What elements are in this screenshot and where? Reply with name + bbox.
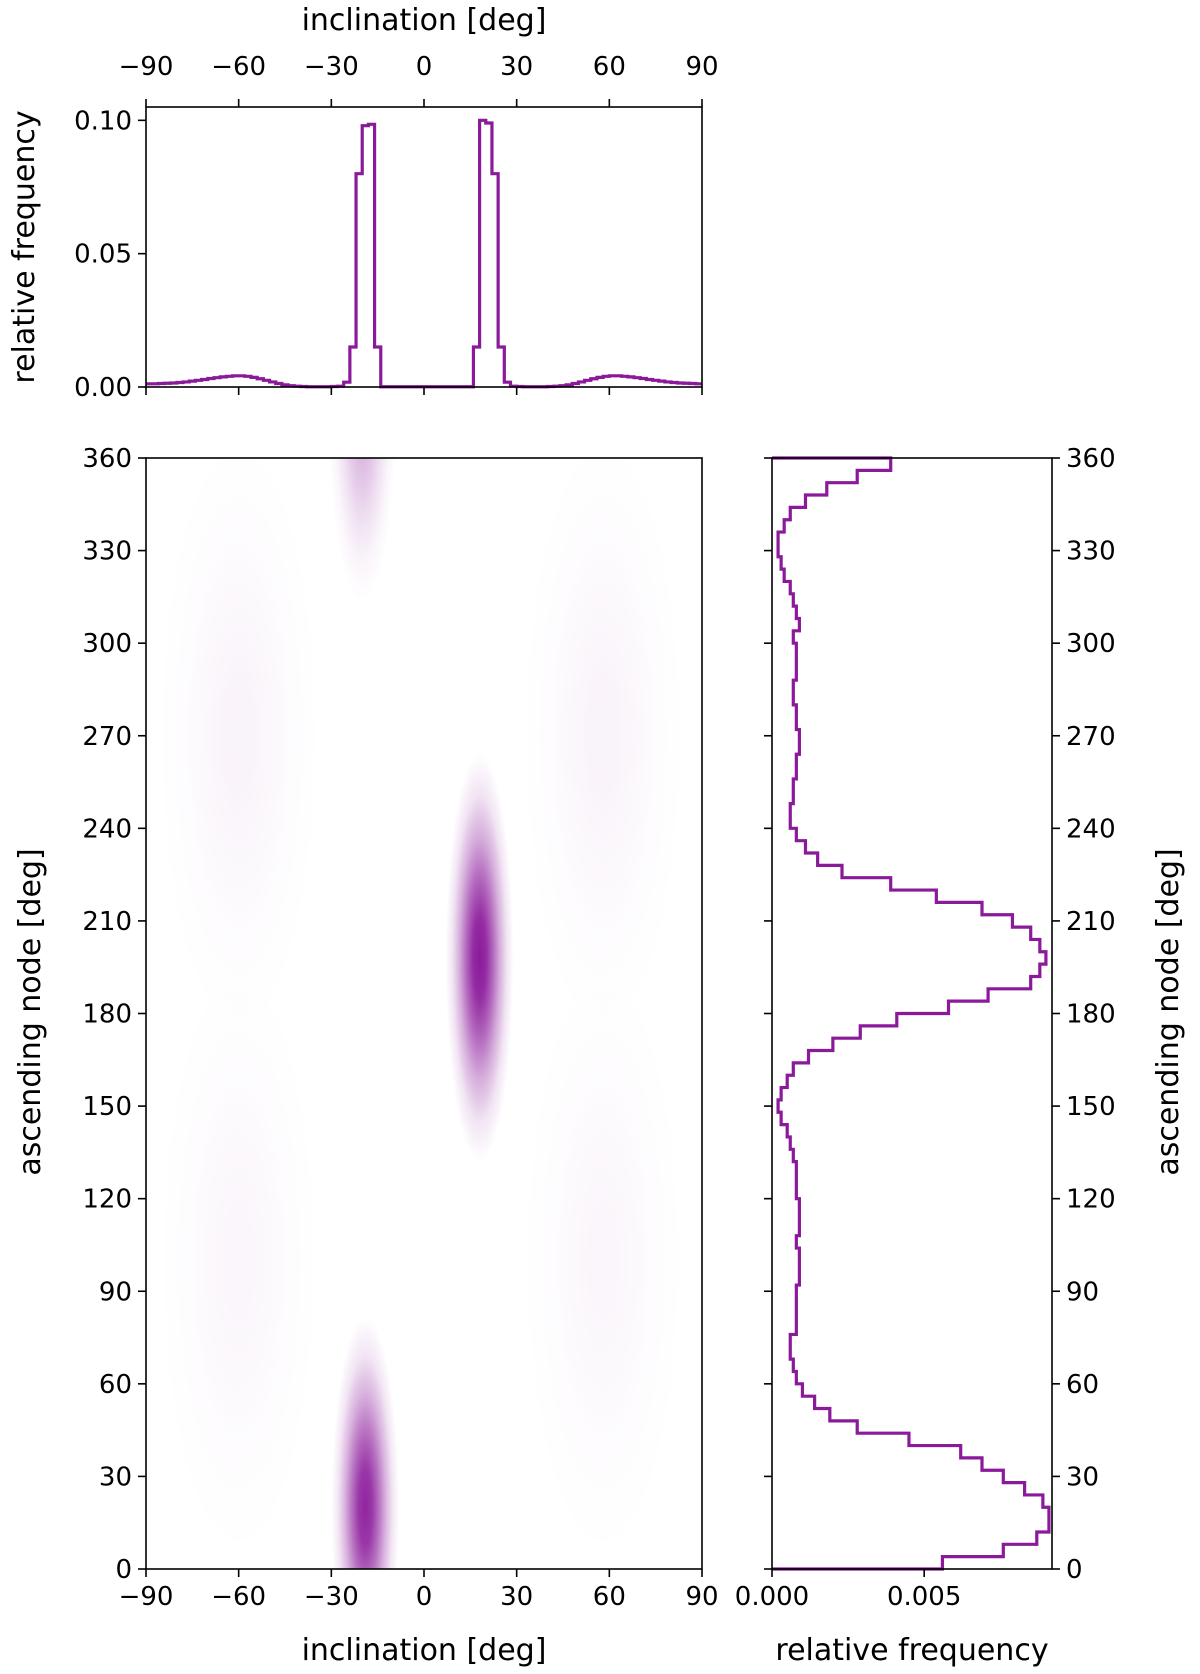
heatmap-x-tick-label: −60 — [211, 1582, 266, 1612]
top-histogram-plot — [146, 118, 702, 389]
right-histogram-plot — [772, 456, 1051, 1571]
right-y-tick-label: 120 — [1066, 1185, 1116, 1215]
right-histogram-panel: 0.000 0.005 0 30 60 90 120 150 180 210 240 270 300 3… — [735, 444, 1186, 1668]
heatmap-y-ticks: 0 30 60 90 120 150 180 210 240 270 300 330 360 — [82, 444, 146, 1585]
heatmap-density-peak — [331, 1317, 400, 1569]
heatmap-density-peak — [521, 954, 685, 1566]
top-x-ticks: −90 −60 −30 0 30 60 90 — [119, 52, 719, 395]
right-y-tick-label: 90 — [1066, 1277, 1099, 1307]
right-y-tick-label: 180 — [1066, 1000, 1116, 1030]
heatmap-y-tick-label: 90 — [99, 1277, 132, 1307]
right-y-tick-label: 270 — [1066, 722, 1116, 752]
top-y-tick-label: 0.10 — [74, 106, 132, 136]
heatmap-density-peak — [445, 754, 514, 1162]
top-y-tick-label: 0.00 — [74, 373, 132, 403]
top-histogram-panel: −90 −60 −30 0 30 60 90 0.00 0.05 0.10 inclinatio… — [7, 3, 719, 403]
right-y-tick-label: 360 — [1066, 444, 1116, 474]
top-x-tick-label: −90 — [119, 52, 174, 82]
right-y-tick-label: 300 — [1066, 629, 1116, 659]
top-y-tick-label: 0.05 — [74, 240, 132, 270]
heatmap-density — [157, 458, 685, 1569]
top-y-axis-label: relative frequency — [7, 110, 42, 383]
top-x-axis-label: inclination [deg] — [302, 3, 547, 38]
top-x-tick-label: 30 — [500, 52, 533, 82]
heatmap-y-tick-label: 180 — [82, 1000, 132, 1030]
heatmap-x-axis-label: inclination [deg] — [302, 1633, 547, 1668]
heatmap-density-peak — [157, 954, 321, 1566]
top-panel-frame — [145, 106, 703, 388]
heatmap-y-tick-label: 150 — [82, 1092, 132, 1122]
top-x-tick-label: 90 — [685, 52, 718, 82]
right-histogram-line — [772, 456, 1051, 1571]
right-y-tick-label: 60 — [1066, 1370, 1099, 1400]
heatmap-density-peak — [329, 458, 396, 602]
top-y-ticks: 0.00 0.05 0.10 — [74, 106, 146, 403]
top-x-tick-label: 0 — [416, 52, 433, 82]
heatmap-x-tick-label: 90 — [685, 1582, 718, 1612]
top-histogram-line — [146, 118, 702, 389]
heatmap-x-tick-label: 0 — [416, 1582, 433, 1612]
heatmap-y-tick-label: 240 — [82, 814, 132, 844]
heatmap-density-peak — [157, 458, 321, 1042]
heatmap-y-tick-label: 0 — [115, 1555, 132, 1585]
right-y-tick-label: 330 — [1066, 537, 1116, 567]
right-y-tick-label: 0 — [1066, 1555, 1083, 1585]
heatmap-y-tick-label: 60 — [99, 1370, 132, 1400]
top-x-tick-label: 60 — [593, 52, 626, 82]
heatmap-x-tick-label: −30 — [304, 1582, 359, 1612]
heatmap-y-tick-label: 300 — [82, 629, 132, 659]
right-x-tick-label: 0.005 — [887, 1582, 961, 1612]
top-x-tick-label: −60 — [211, 52, 266, 82]
heatmap-panel: −90 −60 −30 0 30 60 90 0 30 60 90 120 150 180 210 240 2… — [13, 444, 719, 1668]
heatmap-y-tick-label: 360 — [82, 444, 132, 474]
heatmap-x-tick-label: −90 — [119, 1582, 174, 1612]
right-x-ticks: 0.000 0.005 — [735, 1569, 961, 1612]
right-y-axis-label: ascending node [deg] — [1151, 848, 1186, 1175]
heatmap-y-axis-label: ascending node [deg] — [13, 848, 48, 1175]
right-y-ticks: 0 30 60 90 120 150 180 210 240 270 300 330 360 — [764, 444, 1116, 1585]
heatmap-y-tick-label: 120 — [82, 1185, 132, 1215]
heatmap-y-tick-label: 210 — [82, 907, 132, 937]
heatmap-x-tick-label: 60 — [593, 1582, 626, 1612]
heatmap-x-tick-label: 30 — [500, 1582, 533, 1612]
heatmap-y-tick-label: 330 — [82, 537, 132, 567]
right-y-tick-label: 30 — [1066, 1462, 1099, 1492]
right-y-tick-label: 240 — [1066, 814, 1116, 844]
heatmap-y-tick-label: 270 — [82, 722, 132, 752]
heatmap-y-tick-label: 30 — [99, 1462, 132, 1492]
right-y-tick-label: 210 — [1066, 907, 1116, 937]
heatmap-x-ticks: −90 −60 −30 0 30 60 90 — [119, 1569, 719, 1612]
right-x-tick-label: 0.000 — [735, 1582, 809, 1612]
heatmap-density-peak — [521, 458, 685, 1042]
top-x-tick-label: −30 — [304, 52, 359, 82]
right-x-axis-label: relative frequency — [775, 1633, 1048, 1668]
right-y-tick-label: 150 — [1066, 1092, 1116, 1122]
